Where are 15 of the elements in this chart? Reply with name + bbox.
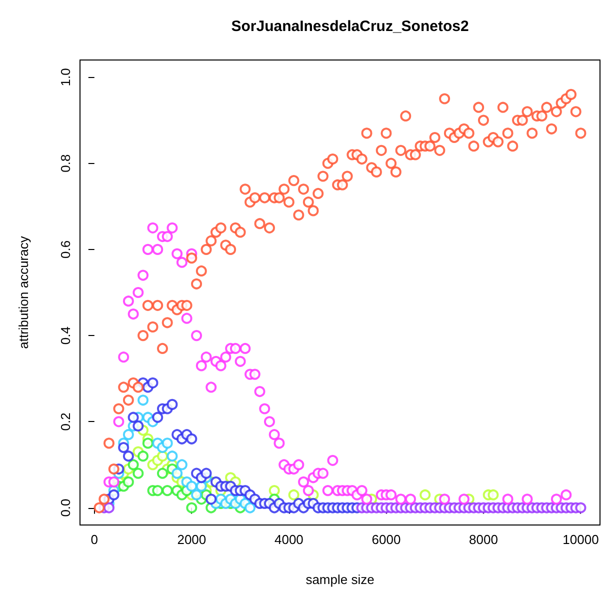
y-tick-label: 0.6 (58, 240, 73, 258)
x-tick-label: 8000 (469, 532, 498, 547)
x-tick-label: 0 (90, 532, 98, 547)
x-tick-label: 4000 (274, 532, 304, 547)
x-axis-title: sample size (306, 572, 374, 587)
y-tick-label: 0.8 (58, 154, 73, 172)
y-tick-label: 0.2 (58, 412, 73, 431)
chart-title: SorJuanaInesdelaCruz_Sonetos2 (231, 18, 469, 35)
y-tick-label: 0.4 (58, 326, 73, 345)
y-tick-label: 1.0 (58, 68, 73, 86)
y-tick-label: 0.0 (58, 498, 73, 517)
x-tick-label: 2000 (177, 532, 206, 547)
x-tick-label: 10000 (562, 532, 599, 547)
y-axis-title: attribution accuracy (16, 236, 31, 349)
x-tick-label: 6000 (372, 532, 401, 547)
